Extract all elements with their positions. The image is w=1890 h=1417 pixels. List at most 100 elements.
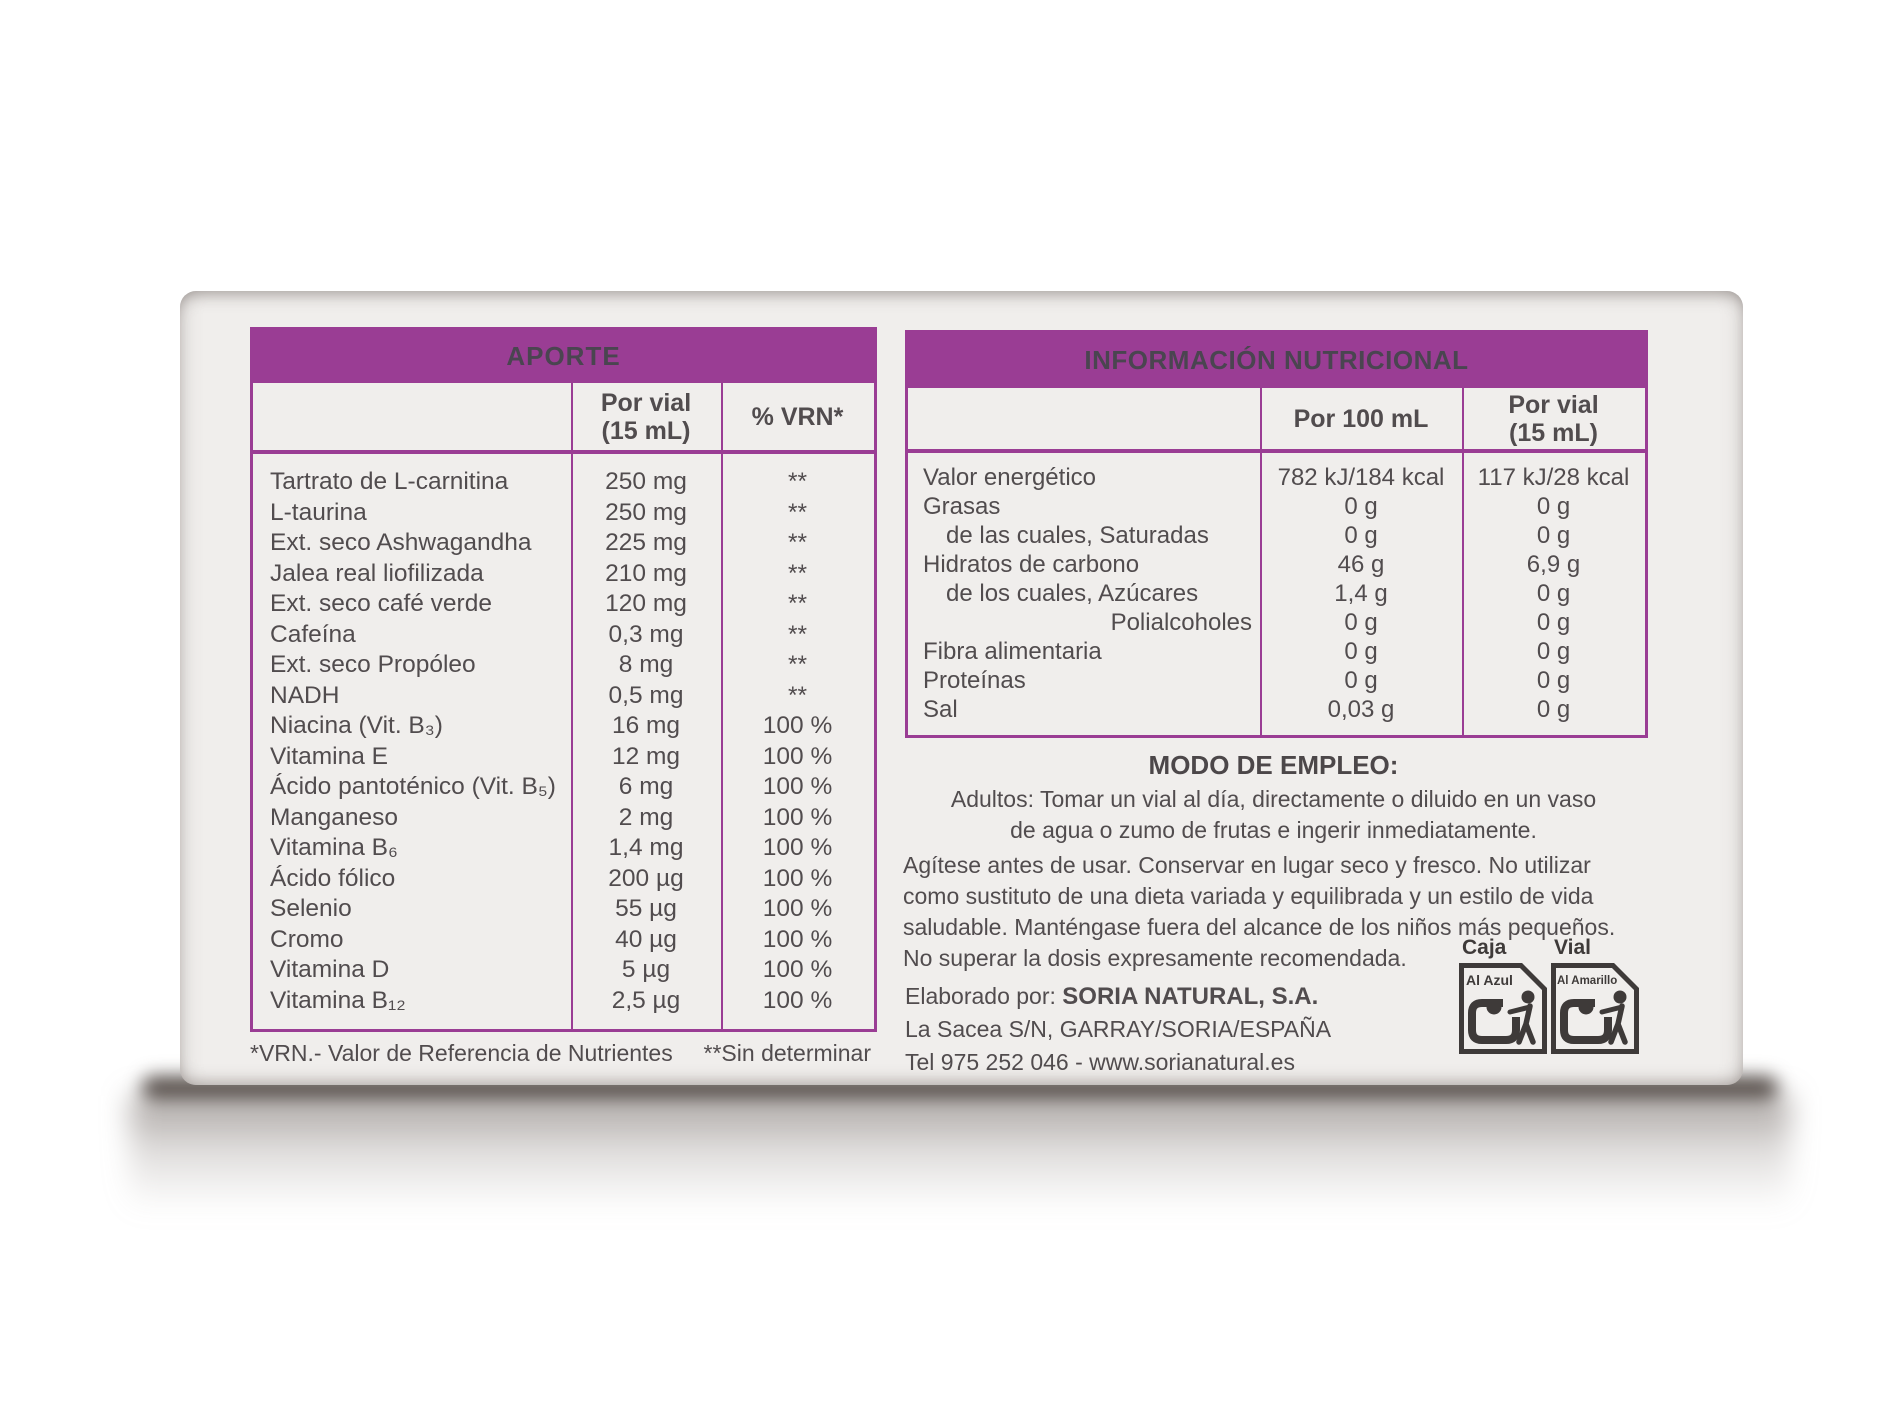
aporte-cell-vrn: ** [787, 498, 808, 526]
aporte-cell-vrn: 100 % [762, 742, 833, 770]
aporte-col-header-vrn: % VRN* [721, 383, 874, 450]
aporte-cell-vrn: ** [787, 559, 808, 587]
asterisk-footnote: **Sin determinar [703, 1040, 871, 1066]
aporte-cell-amount: 8 mg [618, 651, 674, 678]
bin-color-label: Al Azul [1466, 972, 1513, 988]
info-cell-label: Grasas [923, 493, 1001, 520]
nutrition-subheader-row: Por 100 mL Por vial (15 mL) [908, 388, 1645, 453]
aporte-cell-vrn: 100 % [762, 864, 833, 892]
dosage-line: Adultos: Tomar un vial al día, directame… [950, 786, 1597, 812]
nutrition-col-header-per-100ml: Por 100 mL [1260, 388, 1462, 449]
person-arm-icon [1599, 1004, 1625, 1015]
recycle-vial-label: Vial [1554, 936, 1591, 959]
aporte-cell-vrn: ** [787, 681, 808, 709]
aporte-cell-amount: 0,3 mg [608, 620, 684, 648]
aporte-cell-label: Ext. seco Ashwagandha [270, 529, 532, 556]
info-cell-label: de los cuales, Azúcares [946, 580, 1199, 607]
aporte-cell-label: Ácido fólico [270, 864, 396, 892]
aporte-cell-amount: 200 µg [608, 864, 684, 892]
recycle-bin-icon [1468, 999, 1520, 1044]
info-cell-per_100ml: 0 g [1344, 522, 1378, 549]
info-cell-per_100ml: 46 g [1337, 551, 1385, 578]
aporte-cell-amount: 2 mg [618, 803, 674, 831]
aporte-cell-label: Cafeína [270, 620, 356, 648]
dosage-line: de agua o zumo de frutas e ingerir inmed… [1010, 817, 1537, 843]
aporte-cell-amount: 1,4 mg [608, 834, 684, 861]
info-cell-per_vial: 0 g [1536, 580, 1571, 607]
aporte-cell-amount: 16 mg [611, 712, 681, 739]
aporte-cell-label: Cromo [270, 925, 344, 953]
aporte-col-header-vrn-label: % VRN* [751, 402, 844, 431]
aporte-cell-label: L-taurina [270, 498, 367, 526]
info-cell-per_100ml: 0 g [1344, 609, 1378, 636]
nutrition-subheader-empty [908, 388, 1260, 449]
aporte-title: APORTE [506, 341, 621, 371]
dosage-paragraph: Adultos: Tomar un vial al día, directame… [905, 784, 1642, 846]
aporte-cell-label: Vitamina D [270, 956, 390, 983]
info-cell-per_vial: 117 kJ/28 kcal [1477, 464, 1630, 491]
aporte-cell-vrn: ** [787, 590, 808, 617]
aporte-subheader-empty [253, 383, 571, 450]
warning-line: como sustituto de una dieta variada y eq… [903, 883, 1594, 909]
aporte-cell-label: Selenio [270, 895, 352, 922]
warning-line: Agítese antes de usar. Conservar en luga… [903, 852, 1591, 878]
aporte-cell-amount: 5 µg [621, 956, 671, 983]
aporte-table-body: Tartrato de L-carnitina 250 mg ** L-taurina… [253, 454, 874, 1029]
info-cell-per_100ml: 782 kJ/184 kcal [1277, 464, 1445, 491]
aporte-cell-amount: 250 mg [605, 468, 687, 495]
info-cell-label: Valor energético [923, 464, 1096, 491]
aporte-col-header-per-vial-line2: (15 mL) [601, 416, 691, 445]
aporte-cell-label: Jalea real liofilizada [270, 559, 484, 587]
info-cell-per_100ml: 0 g [1344, 667, 1378, 694]
person-head-icon [1613, 990, 1627, 1004]
nutrition-col-header-per-vial-line1: Por vial [1508, 390, 1599, 419]
aporte-col-header-per-vial-line1: Por vial [600, 388, 692, 417]
aporte-table: APORTE Por vial (15 mL) % VRN* Tartrato … [250, 327, 877, 1032]
warning-line: No superar la dosis expresamente recomen… [903, 945, 1407, 971]
info-cell-label: Proteínas [923, 667, 1026, 694]
info-cell-label: Polialcoholes [1110, 609, 1252, 636]
info-cell-label: Fibra alimentaria [923, 638, 1102, 665]
manufacturer-name: SORIA NATURAL, S.A. [1062, 983, 1319, 1010]
aporte-cell-amount: 225 mg [605, 529, 687, 556]
warning-paragraph: Agítese antes de usar. Conservar en luga… [903, 850, 1643, 974]
aporte-cell-label: Ácido pantoténico (Vit. B₅) [270, 773, 556, 800]
aporte-cell-label: Manganeso [270, 803, 399, 831]
aporte-cell-amount: 12 mg [611, 742, 681, 770]
aporte-cell-amount: 55 µg [615, 895, 677, 922]
person-arm-icon [1507, 1004, 1533, 1015]
recycle-tidyman-caja-icon: Al Azul [1459, 963, 1547, 1054]
info-cell-label: Hidratos de carbono [923, 551, 1140, 578]
info-cell-per_100ml: 0 g [1344, 638, 1378, 665]
aporte-cell-vrn: ** [787, 651, 808, 678]
aporte-cell-amount: 120 mg [605, 590, 687, 617]
aporte-cell-vrn: 100 % [762, 834, 833, 861]
aporte-cell-label: Vitamina E [270, 742, 389, 770]
nutrition-col-header-per-vial: Por vial (15 mL) [1462, 388, 1645, 449]
info-cell-per_vial: 0 g [1536, 493, 1571, 520]
aporte-col-header-per-vial: Por vial (15 mL) [571, 383, 721, 450]
manufacturer-address: La Sacea S/N, GARRAY/SORIA/ESPAÑA [905, 1016, 1332, 1042]
tile-outline [1551, 963, 1639, 1054]
aporte-cell-label: Tartrato de L-carnitina [270, 468, 509, 495]
info-cell-per_vial: 0 g [1536, 667, 1571, 694]
nutrition-table-header: INFORMACIÓN NUTRICIONAL [908, 333, 1645, 388]
aporte-cell-label: Niacina (Vit. B₃) [270, 712, 443, 739]
aporte-cell-vrn: ** [787, 620, 808, 648]
manufacturer-label: Elaborado por: [905, 983, 1063, 1009]
usage-title: MODO DE EMPLEO: [1148, 750, 1399, 780]
person-body-icon [1608, 1003, 1628, 1045]
manufacturer-line: Elaborado por: SORIA NATURAL, S.A. [905, 980, 1331, 1013]
manufacturer-contact: Tel 975 252 046 - www.sorianatural.es [905, 1049, 1295, 1075]
aporte-cell-label: Ext. seco Propóleo [270, 651, 476, 678]
aporte-table-header: APORTE [253, 330, 874, 383]
bin-color-label: Al Amarillo [1557, 975, 1617, 987]
info-cell-per_100ml: 1,4 g [1334, 580, 1388, 607]
recycle-tidyman-vial-icon: Al Amarillo [1551, 963, 1639, 1054]
manufacturer-block: Elaborado por: SORIA NATURAL, S.A. La Sa… [905, 980, 1331, 1079]
info-cell-per_vial: 0 g [1536, 696, 1571, 723]
box-drop-shadow [130, 1096, 1790, 1211]
aporte-cell-vrn: 100 % [762, 895, 833, 922]
info-cell-per_vial: 6,9 g [1526, 551, 1581, 578]
